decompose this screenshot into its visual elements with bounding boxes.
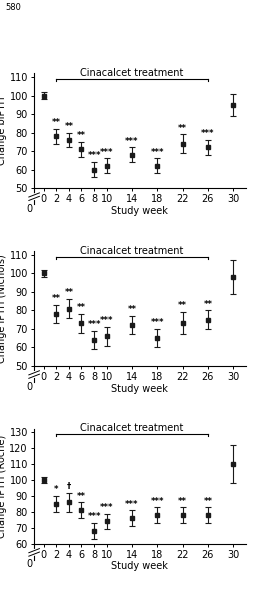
Text: Cinacalcet treatment: Cinacalcet treatment (80, 423, 184, 433)
X-axis label: Study week: Study week (111, 562, 168, 571)
Text: Cinacalcet treatment: Cinacalcet treatment (80, 246, 184, 255)
Text: **: ** (64, 122, 73, 131)
X-axis label: Study week: Study week (111, 384, 168, 393)
Text: ***: *** (125, 500, 139, 509)
Y-axis label: Change iPTH (Roche): Change iPTH (Roche) (0, 435, 7, 538)
Text: **: ** (77, 131, 86, 140)
Text: **: ** (178, 497, 187, 505)
X-axis label: Study week: Study week (111, 206, 168, 216)
Text: †: † (67, 482, 71, 491)
Text: Cinacalcet treatment: Cinacalcet treatment (80, 68, 184, 78)
Text: 0: 0 (26, 203, 32, 214)
Text: ***: *** (100, 148, 114, 156)
Text: ***: *** (150, 497, 164, 505)
Text: ***: *** (150, 318, 164, 327)
Text: 0: 0 (26, 560, 32, 569)
Text: ***: *** (100, 503, 114, 512)
Text: **: ** (77, 303, 86, 312)
Y-axis label: Change biPTH: Change biPTH (0, 97, 7, 165)
Text: **: ** (52, 118, 61, 127)
Text: 580: 580 (5, 3, 21, 12)
Text: ***: *** (201, 129, 215, 138)
Text: **: ** (127, 305, 136, 314)
Text: ***: *** (100, 316, 114, 325)
Text: **: ** (52, 294, 61, 303)
Text: ***: *** (87, 320, 101, 329)
Text: ***: *** (125, 136, 139, 145)
Text: **: ** (178, 301, 187, 310)
Text: **: ** (203, 299, 212, 309)
Text: **: ** (178, 123, 187, 133)
Text: **: ** (203, 497, 212, 505)
Text: ***: *** (150, 148, 164, 156)
Text: 0: 0 (26, 382, 32, 392)
Text: *: * (54, 485, 58, 494)
Text: ***: *** (87, 152, 101, 160)
Text: **: ** (77, 492, 86, 501)
Y-axis label: Change iPTH (Nichols): Change iPTH (Nichols) (0, 254, 7, 363)
Text: ***: *** (87, 513, 101, 521)
Text: **: ** (64, 288, 73, 298)
